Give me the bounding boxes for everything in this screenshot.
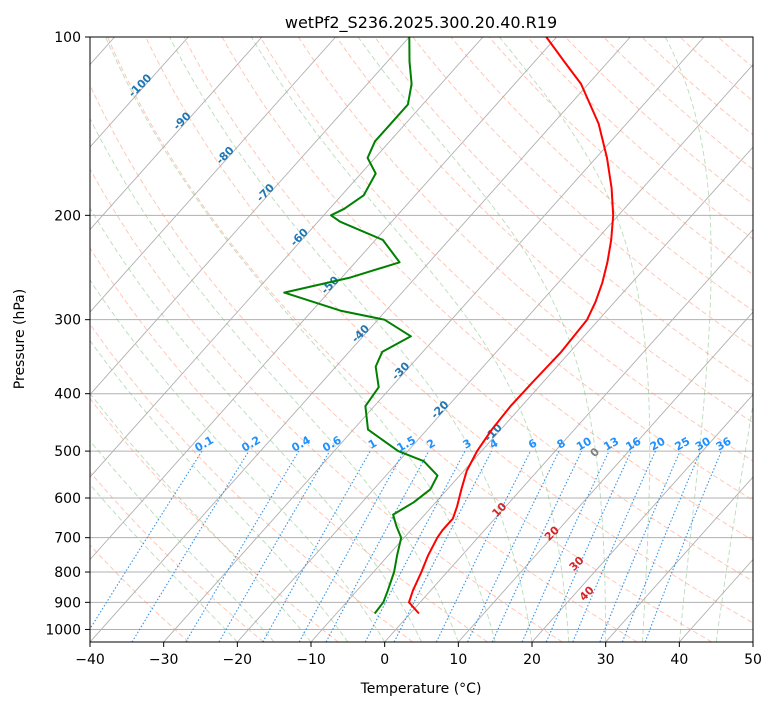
mixing-ratio-line-11 [491, 450, 583, 642]
dry-adiabat-18 [526, 37, 753, 240]
y-tick-label-9: 1000 [45, 622, 81, 638]
mixing-ratio-line-8 [393, 450, 493, 642]
x-tick-label-3: −10 [296, 652, 326, 668]
moist-adiabat-8 [169, 37, 533, 642]
y-tick-label-2: 300 [54, 313, 81, 329]
y-tick-label-4: 500 [54, 444, 81, 460]
x-axis-label: Temperature (°C) [360, 681, 482, 697]
dry-adiabat-24 [756, 37, 775, 642]
isotherm-line-10 [90, 37, 484, 478]
isotherm-line-17 [457, 311, 753, 642]
isotherm-line-11 [90, 37, 557, 561]
x-axis: −40 −30 −20 −10 0 10 20 30 40 50 [75, 642, 762, 668]
isotherm-line-8 [90, 37, 336, 313]
dry-adiabat-16 [450, 37, 753, 312]
isotherm-line-13 [163, 37, 705, 642]
y-tick-label-5: 600 [54, 491, 81, 507]
dry-adiabat-20 [603, 37, 753, 170]
profile-lines [283, 37, 615, 615]
dry-adiabat-10 [221, 37, 753, 541]
moist-adiabat-10 [357, 37, 607, 642]
chart-title: wetPf2_S236.2025.300.20.40.R19 [285, 13, 557, 33]
moist-adiabat-11 [499, 37, 651, 642]
mixing-ratio-line-9 [435, 450, 531, 642]
isotherm-line-9 [90, 37, 410, 396]
x-tick-label-8: 40 [670, 652, 688, 668]
dry-adiabat-4 [90, 247, 488, 642]
x-tick-label-5: 10 [449, 652, 467, 668]
y-axis-label: Pressure (hPa) [12, 289, 28, 389]
y-tick-label-7: 800 [54, 565, 81, 581]
moist-adiabat-1 [90, 440, 275, 642]
mixing-ratio-line-4 [262, 450, 371, 642]
mixing-ratio-line-17 [644, 450, 722, 642]
mixing-ratio-line-10 [467, 450, 560, 642]
isotherm-line-18 [531, 393, 753, 642]
y-axis: 100 200 300 400 500 600 700 800 900 1000 [45, 30, 90, 638]
isotherm-line-21 [752, 641, 753, 642]
dry-adiabat-9 [183, 37, 753, 582]
plot-background [90, 37, 753, 642]
x-tick-label-6: 20 [523, 652, 541, 668]
moist-adiabat-3 [90, 339, 349, 642]
moist-adiabat-5 [90, 207, 422, 642]
y-tick-label-1: 200 [54, 208, 81, 224]
isotherm-line-14 [236, 63, 753, 642]
mixing-ratio-line-16 [621, 450, 702, 642]
moist-adiabat-4 [90, 279, 386, 642]
x-tick-label-2: −20 [223, 652, 253, 668]
profile-line-0 [408, 37, 615, 615]
mixing-ratio-line-7 [364, 450, 466, 642]
dry-adiabat-11 [259, 37, 753, 501]
moist-adiabat-12 [664, 37, 712, 642]
dry-adiabat-6 [90, 84, 638, 642]
dry-adiabat-5 [90, 168, 563, 642]
dry-adiabat-13 [336, 37, 753, 424]
background-lines [90, 37, 775, 642]
dry-adiabat-14 [374, 37, 753, 386]
moist-adiabat-7 [105, 37, 496, 642]
dry-adiabat-12 [298, 37, 753, 462]
moist-adiabat-6 [90, 117, 459, 642]
mixing-ratio-line-5 [298, 450, 405, 642]
moist-adiabat-14 [752, 639, 753, 642]
plot-frame [89, 36, 754, 643]
dry-adiabat-7 [107, 37, 712, 642]
mixing-ratio-line-1 [131, 450, 250, 642]
dry-adiabat-3 [90, 323, 414, 642]
dry-adiabat-15 [412, 37, 753, 348]
x-tick-label-7: 30 [597, 652, 615, 668]
x-tick-label-9: 50 [744, 652, 762, 668]
y-tick-label-0: 100 [54, 30, 81, 46]
isotherm-line-16 [384, 228, 753, 642]
isotherm-line-6 [90, 37, 189, 148]
x-tick-label-4: 0 [380, 652, 389, 668]
isotherm-line-7 [90, 37, 263, 231]
moist-adiabat-0 [90, 483, 238, 642]
isotherm-line-12 [90, 37, 631, 642]
x-tick-label-0: −40 [75, 652, 105, 668]
dry-adiabat-2 [90, 397, 339, 642]
isotherm-line-19 [605, 476, 753, 642]
dry-adiabat-8 [145, 37, 753, 624]
y-tick-label-8: 900 [54, 595, 81, 611]
y-tick-label-6: 700 [54, 531, 81, 547]
profile-line-1 [283, 37, 439, 615]
mixing-ratio-line-15 [599, 450, 681, 642]
mixing-ratio-line-0 [90, 450, 203, 630]
y-tick-label-3: 400 [54, 387, 81, 403]
x-tick-label-1: −30 [149, 652, 179, 668]
mixing-ratio-line-6 [325, 450, 430, 642]
moist-adiabat-9 [250, 37, 570, 642]
